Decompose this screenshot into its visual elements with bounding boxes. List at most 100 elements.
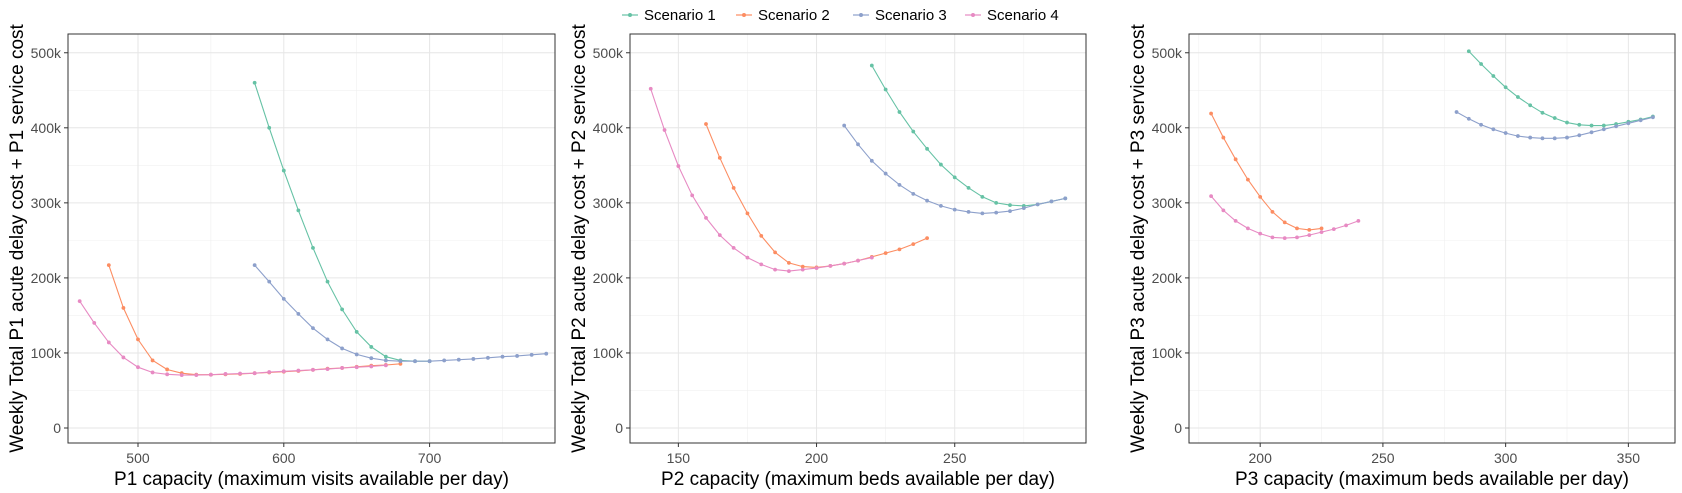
data-point xyxy=(994,210,999,215)
data-point xyxy=(952,175,957,180)
data-point xyxy=(179,373,184,377)
data-point xyxy=(869,158,874,163)
data-point xyxy=(208,372,213,377)
data-point xyxy=(1331,227,1336,232)
data-point xyxy=(500,354,505,359)
data-point xyxy=(1589,130,1594,135)
data-point xyxy=(897,110,902,114)
y-tick-label: 500k xyxy=(1152,45,1183,61)
data-point xyxy=(1035,202,1040,207)
data-point xyxy=(731,245,736,250)
x-tick-label: 500 xyxy=(126,450,150,466)
data-point xyxy=(1319,226,1324,231)
data-point xyxy=(1589,123,1594,128)
data-point xyxy=(856,142,860,147)
data-point xyxy=(1282,220,1287,225)
y-axis-title: Weekly Total P1 acute delay cost + P1 se… xyxy=(7,23,28,452)
data-point xyxy=(486,355,490,360)
legend-item-2: Scenario 2 xyxy=(736,7,830,24)
data-point xyxy=(106,340,111,345)
data-point xyxy=(296,208,301,213)
data-point xyxy=(745,255,750,260)
data-point xyxy=(369,345,374,349)
chart-panel-3: 0 100k 200k 300k 400k 500k 200 250 300 350 P3 capa… xyxy=(1128,23,1676,490)
data-point xyxy=(1503,131,1508,135)
series-line xyxy=(650,88,872,272)
data-point xyxy=(1516,134,1520,138)
series-2 xyxy=(1209,111,1324,232)
data-point xyxy=(1552,136,1557,141)
data-point xyxy=(92,321,97,325)
data-point xyxy=(369,364,374,369)
data-point xyxy=(1626,121,1631,126)
data-point xyxy=(325,367,330,371)
data-point xyxy=(267,125,272,130)
data-point xyxy=(1319,230,1324,235)
data-point xyxy=(398,359,403,364)
data-point xyxy=(325,279,330,284)
y-tick-label: 200k xyxy=(593,270,624,286)
data-point xyxy=(897,247,902,252)
y-tick-label: 300k xyxy=(31,195,62,211)
data-point xyxy=(883,171,888,176)
data-point xyxy=(456,357,461,362)
data-point xyxy=(136,365,140,370)
series-3 xyxy=(252,263,549,364)
data-point xyxy=(1295,226,1299,231)
data-point xyxy=(121,306,126,310)
x-tick-label: 200 xyxy=(1249,450,1273,466)
data-point xyxy=(369,356,374,361)
x-axis-title: P1 capacity (maximum visits available pe… xyxy=(114,469,509,490)
data-point xyxy=(281,369,286,374)
y-tick-label: 0 xyxy=(615,420,623,436)
y-tick-label: 100k xyxy=(1152,345,1183,361)
series-3 xyxy=(1454,110,1655,141)
data-point xyxy=(354,352,359,357)
data-point xyxy=(717,233,722,238)
data-point xyxy=(883,251,888,256)
data-point xyxy=(1601,127,1606,132)
data-point xyxy=(842,123,847,128)
legend: Scenario 1 Scenario 2 Scenario 3 Scenario 4 xyxy=(622,7,1059,24)
data-point xyxy=(1491,74,1496,78)
data-point xyxy=(1638,118,1643,123)
data-point xyxy=(223,372,228,376)
series-line xyxy=(254,82,430,362)
data-point xyxy=(442,358,447,363)
panels: 0 100k 200k 300k 400k 500k 500 600 700 P1 capacit… xyxy=(7,23,1676,490)
data-point xyxy=(939,162,943,167)
y-axis-title: Weekly Total P2 acute delay cost + P2 se… xyxy=(569,23,590,452)
data-point xyxy=(787,269,791,274)
data-point xyxy=(676,164,681,168)
data-point xyxy=(77,299,82,304)
data-point xyxy=(1233,157,1238,162)
data-point xyxy=(1466,116,1471,121)
data-point xyxy=(856,258,860,263)
data-point xyxy=(1246,177,1250,182)
y-tick-label: 300k xyxy=(1152,195,1183,211)
data-point xyxy=(1307,233,1312,238)
data-point xyxy=(1651,115,1655,120)
data-point xyxy=(869,63,874,68)
legend-item-3: Scenario 3 xyxy=(853,7,947,24)
x-tick-label: 700 xyxy=(418,450,442,466)
data-point xyxy=(340,346,345,351)
data-point xyxy=(383,354,388,359)
data-point xyxy=(1209,194,1213,198)
data-point xyxy=(515,354,519,358)
y-tick-label: 200k xyxy=(1152,270,1183,286)
data-point xyxy=(1479,62,1483,66)
data-point xyxy=(1258,231,1263,236)
data-point xyxy=(311,326,315,331)
data-point xyxy=(911,242,916,247)
data-point xyxy=(165,372,170,377)
y-tick-label: 400k xyxy=(1152,120,1183,136)
data-point xyxy=(383,358,388,363)
legend-label: Scenario 2 xyxy=(758,7,830,24)
data-point xyxy=(1601,123,1606,128)
data-point xyxy=(252,80,257,85)
series-1 xyxy=(1466,49,1655,128)
x-tick-label: 250 xyxy=(943,450,967,466)
data-point xyxy=(1049,199,1054,204)
